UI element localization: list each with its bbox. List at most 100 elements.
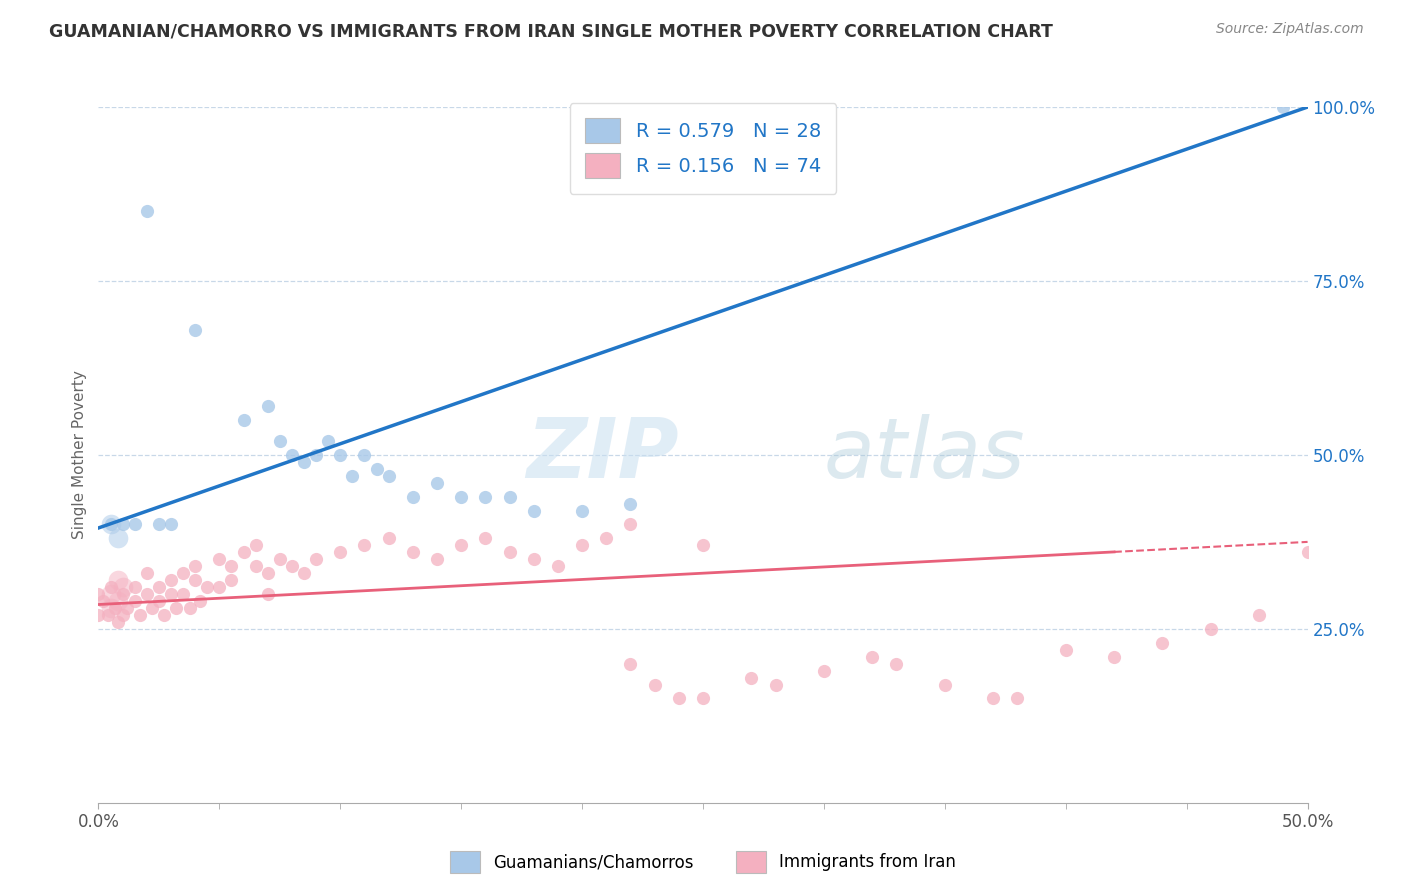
Point — [165, 601, 187, 615]
Point — [813, 664, 835, 678]
Point — [100, 580, 122, 594]
Point — [523, 503, 546, 517]
Point — [160, 587, 183, 601]
Point — [148, 580, 170, 594]
Point — [571, 503, 593, 517]
Point — [474, 490, 496, 504]
Point — [619, 497, 641, 511]
Point — [860, 649, 883, 664]
Point — [366, 462, 388, 476]
Point — [377, 532, 399, 546]
Point — [208, 552, 231, 566]
Point — [100, 517, 122, 532]
Text: atlas: atlas — [824, 415, 1025, 495]
Point — [692, 691, 714, 706]
Y-axis label: Single Mother Poverty: Single Mother Poverty — [72, 370, 87, 540]
Point — [1152, 636, 1174, 650]
Point — [595, 532, 617, 546]
Point — [668, 691, 690, 706]
Point — [981, 691, 1004, 706]
Point — [316, 434, 339, 448]
Point — [100, 517, 122, 532]
Point — [547, 559, 569, 574]
Point — [107, 594, 129, 608]
Point — [426, 475, 449, 490]
Point — [124, 580, 146, 594]
Point — [281, 448, 304, 462]
Point — [1272, 100, 1295, 114]
Text: GUAMANIAN/CHAMORRO VS IMMIGRANTS FROM IRAN SINGLE MOTHER POVERTY CORRELATION CHA: GUAMANIAN/CHAMORRO VS IMMIGRANTS FROM IR… — [49, 22, 1053, 40]
Point — [184, 559, 207, 574]
Point — [523, 552, 546, 566]
Point — [1102, 649, 1125, 664]
Point — [188, 594, 211, 608]
Point — [305, 448, 328, 462]
Point — [474, 532, 496, 546]
Point — [426, 552, 449, 566]
Point — [107, 532, 129, 546]
Legend: Guamanians/Chamorros, Immigrants from Iran: Guamanians/Chamorros, Immigrants from Ir… — [443, 845, 963, 880]
Point — [498, 490, 520, 504]
Point — [104, 601, 127, 615]
Point — [245, 538, 267, 552]
Point — [269, 434, 291, 448]
Point — [172, 566, 194, 581]
Point — [172, 587, 194, 601]
Point — [571, 538, 593, 552]
Point — [1249, 607, 1271, 622]
Point — [111, 587, 134, 601]
Point — [100, 601, 122, 615]
Point — [184, 573, 207, 587]
Point — [111, 607, 134, 622]
Point — [644, 677, 666, 691]
Point — [342, 468, 364, 483]
Point — [329, 545, 352, 559]
Point — [450, 490, 472, 504]
Point — [184, 323, 207, 337]
Point — [256, 587, 278, 601]
Point — [141, 601, 163, 615]
Point — [128, 607, 150, 622]
Point — [619, 657, 641, 671]
Point — [619, 517, 641, 532]
Point — [124, 517, 146, 532]
Point — [148, 594, 170, 608]
Point — [402, 545, 425, 559]
Legend: R = 0.579   N = 28, R = 0.156   N = 74: R = 0.579 N = 28, R = 0.156 N = 74 — [569, 103, 837, 194]
Point — [100, 587, 122, 601]
Point — [87, 587, 110, 601]
Point — [1007, 691, 1029, 706]
Point — [221, 573, 243, 587]
Point — [450, 538, 472, 552]
Point — [195, 580, 218, 594]
Point — [179, 601, 201, 615]
Point — [91, 594, 114, 608]
Point — [1054, 642, 1077, 657]
Point — [292, 455, 315, 469]
Point — [245, 559, 267, 574]
Point — [232, 545, 254, 559]
Point — [160, 573, 183, 587]
Point — [292, 566, 315, 581]
Point — [377, 468, 399, 483]
Point — [281, 559, 304, 574]
Point — [934, 677, 956, 691]
Point — [117, 601, 139, 615]
Point — [107, 573, 129, 587]
Point — [135, 587, 157, 601]
Point — [221, 559, 243, 574]
Point — [765, 677, 787, 691]
Point — [111, 580, 134, 594]
Point — [107, 615, 129, 629]
Point — [111, 517, 134, 532]
Point — [124, 594, 146, 608]
Point — [97, 607, 120, 622]
Point — [135, 566, 157, 581]
Point — [1296, 545, 1319, 559]
Point — [232, 413, 254, 427]
Point — [498, 545, 520, 559]
Point — [269, 552, 291, 566]
Text: ZIP: ZIP — [526, 415, 679, 495]
Point — [208, 580, 231, 594]
Point — [87, 607, 110, 622]
